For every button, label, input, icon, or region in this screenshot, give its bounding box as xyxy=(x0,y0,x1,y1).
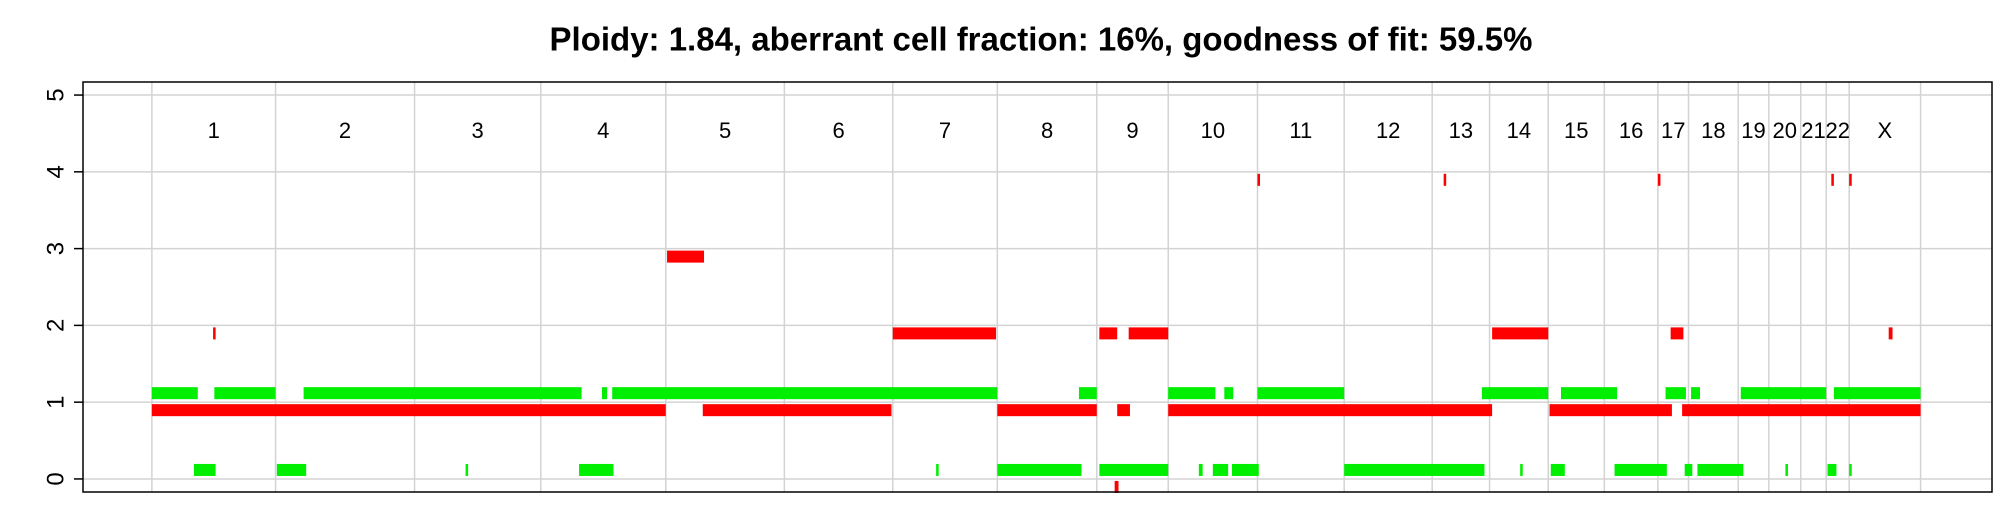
copy-number-segment xyxy=(1168,387,1216,400)
chromosome-label: 20 xyxy=(1773,118,1797,143)
copy-number-segment xyxy=(1684,463,1693,476)
chromosome-label: 2 xyxy=(339,118,351,143)
copy-number-segment xyxy=(1344,463,1485,476)
copy-number-segment xyxy=(1560,387,1618,400)
y-tick-label: 1 xyxy=(42,395,69,408)
copy-number-segment xyxy=(1888,327,1893,340)
copy-number-segment xyxy=(1224,387,1234,400)
chromosome-label: 13 xyxy=(1449,118,1473,143)
chromosome-label: 16 xyxy=(1619,118,1643,143)
copy-number-segment xyxy=(193,463,216,476)
chromosome-label: 5 xyxy=(719,118,731,143)
copy-number-segment xyxy=(667,250,705,263)
copy-number-segment xyxy=(303,387,582,400)
copy-number-segment xyxy=(1833,387,1921,400)
y-tick-label: 4 xyxy=(42,165,69,178)
copy-number-segment xyxy=(1827,463,1837,476)
copy-number-segment xyxy=(612,387,998,400)
copy-number-segment xyxy=(465,463,469,476)
copy-number-segment xyxy=(1231,463,1259,476)
copy-number-segment xyxy=(1665,387,1686,400)
copy-number-segment xyxy=(1198,463,1203,476)
copy-number-segment xyxy=(1114,480,1119,493)
chromosome-label: 8 xyxy=(1041,118,1053,143)
copy-number-segment xyxy=(1831,173,1834,186)
copy-number-segment xyxy=(1099,463,1169,476)
chart-title: Ploidy: 1.84, aberrant cell fraction: 16… xyxy=(550,21,1533,58)
copy-number-segment xyxy=(1520,463,1523,476)
copy-number-segment xyxy=(1740,387,1827,400)
copy-number-segment xyxy=(1657,173,1661,186)
copy-number-segment xyxy=(213,327,216,340)
y-tick-label: 0 xyxy=(42,472,69,485)
copy-number-segment xyxy=(936,463,939,476)
chromosome-label: 15 xyxy=(1564,118,1588,143)
chromosome-label: 10 xyxy=(1201,118,1225,143)
copy-number-segment xyxy=(579,463,614,476)
chromosome-label: 6 xyxy=(832,118,844,143)
copy-number-segment xyxy=(1549,404,1672,417)
copy-number-segment xyxy=(1670,327,1684,340)
copy-number-segment xyxy=(1492,327,1549,340)
copy-number-segment xyxy=(1128,327,1169,340)
copy-number-segment xyxy=(1443,173,1447,186)
y-tick-label: 5 xyxy=(42,88,69,101)
copy-number-segment xyxy=(1257,387,1345,400)
copy-number-segment xyxy=(1078,387,1097,400)
chromosome-label: 18 xyxy=(1701,118,1725,143)
chromosome-label: 19 xyxy=(1741,118,1765,143)
copy-number-segment xyxy=(1168,404,1493,417)
copy-number-segment xyxy=(1257,173,1261,186)
chromosome-label: X xyxy=(1878,118,1893,143)
chromosome-label: 7 xyxy=(939,118,951,143)
y-tick-label: 2 xyxy=(42,319,69,332)
chromosome-label: 14 xyxy=(1507,118,1531,143)
copy-number-segment xyxy=(602,387,608,400)
copy-number-segment xyxy=(997,463,1082,476)
chromosome-label: 12 xyxy=(1376,118,1400,143)
chromosome-label: 11 xyxy=(1289,118,1312,143)
copy-number-segment xyxy=(1682,404,1921,417)
chromosome-label: 1 xyxy=(208,118,220,143)
plot-frame xyxy=(82,81,1993,493)
chromosome-label: 3 xyxy=(472,118,484,143)
copy-number-segment xyxy=(892,327,997,340)
chromosome-label: 4 xyxy=(597,118,609,143)
copy-number-segment xyxy=(214,387,276,400)
copy-number-segment xyxy=(1117,404,1130,417)
copy-number-segment xyxy=(1697,463,1744,476)
copy-number-segment xyxy=(1785,463,1788,476)
copy-number-segment xyxy=(151,387,198,400)
chromosome-label: 9 xyxy=(1126,118,1138,143)
copy-number-segment xyxy=(702,404,892,417)
copy-number-segment xyxy=(1099,327,1118,340)
copy-number-segment xyxy=(1614,463,1667,476)
copy-number-segment xyxy=(1481,387,1549,400)
chromosome-label: 17 xyxy=(1661,118,1685,143)
copy-number-segment xyxy=(1691,387,1700,400)
copy-number-segment xyxy=(1550,463,1565,476)
y-tick-label: 3 xyxy=(42,242,69,255)
copy-number-segment xyxy=(1212,463,1229,476)
copy-number-segment xyxy=(276,463,307,476)
copy-number-segment xyxy=(151,404,666,417)
chromosome-label: 22 xyxy=(1825,118,1849,143)
copy-number-segment xyxy=(1849,173,1852,186)
copy-number-segment xyxy=(997,404,1097,417)
chromosome-label: 21 xyxy=(1801,118,1825,143)
copy-number-segment xyxy=(1849,463,1852,476)
